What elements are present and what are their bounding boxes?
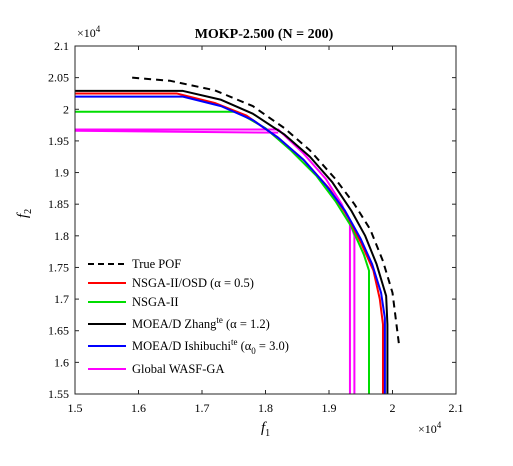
x-axis-label-main: f [261,420,267,436]
legend-label-moead-ishibuchi-main: MOEA/D Ishibuchi [132,339,231,353]
legend-item-global-wasf-ga: Global WASF-GA [88,362,224,376]
x-axis-label: f1 [261,420,270,439]
y-multiplier: ×104 [77,24,101,40]
y-tick-label: 1.7 [54,292,69,306]
y-tick-label: 1.9 [54,166,69,180]
y-tick-label: 1.8 [54,229,69,243]
legend-item-moead-ishibuchi: MOEA/D Ishibuchite (α0 = 3.0) [88,337,289,356]
y-tick-label: 2.05 [48,71,69,85]
legend-item-nsga-ii-osd: NSGA-II/OSD (α = 0.5) [88,276,254,290]
legend-label-true-pof: True POF [132,257,181,271]
x-axis-label-sub: 1 [265,428,270,439]
legend-label-moead-ishibuchi: MOEA/D Ishibuchite (α0 = 3.0) [132,337,289,356]
axes-box [74,45,457,395]
legend-label-moead-ishibuchi-sup: te [231,337,238,347]
legend: True POF NSGA-II/OSD (α = 0.5) NSGA-II M… [88,257,289,376]
y-tick-label: 1.55 [48,387,69,401]
plot-area [74,76,400,394]
x-tick-label: 1.5 [68,401,83,415]
legend-label-moead-ishibuchi-rest: (α [237,339,251,353]
x-tick-label: 1.6 [131,401,146,415]
legend-label-moead-zhang-main: MOEA/D Zhang [132,317,217,331]
legend-item-nsga-ii: NSGA-II [88,295,179,309]
chart-title: MOKP-2.500 (N = 200) [195,27,334,42]
x-multiplier: ×104 [418,420,442,436]
y-tick-label: 1.95 [48,134,69,148]
y-tick-label: 1.85 [48,197,69,211]
y-tick-label: 2 [63,102,69,116]
extra-segment-0 [74,129,279,134]
y-tick-label: 1.6 [54,355,69,369]
legend-label-moead-zhang-sup: te [216,315,223,325]
y-tick-label: 2.1 [54,39,69,53]
x-tick-label: 1.7 [195,401,210,415]
axis-ticks: 1.5 1.6 1.7 1.8 1.9 2 2.1 1.55 1.6 1.65 1.7 1.75 1.8… [48,39,464,415]
x-multiplier-base: ×10 [418,422,437,436]
legend-item-true-pof: True POF [88,257,181,271]
legend-label-moead-ishibuchi-sub: 0 [251,346,256,356]
svg-text:f1: f1 [261,420,270,439]
x-tick-label: 2.1 [449,401,464,415]
series-line-moea-d-ishibuchi [75,95,386,394]
y-multiplier-exp: 4 [96,24,101,34]
y-axis-label-sub: 2 [23,209,34,214]
legend-label-moead-zhang: MOEA/D Zhangte (α = 1.2) [132,315,270,331]
y-tick-label: 1.65 [48,324,69,338]
y-axis-label: f2 [15,209,34,218]
y-tick-label: 1.75 [48,260,69,274]
y-multiplier-base: ×10 [77,26,96,40]
svg-text:f2: f2 [15,209,34,218]
legend-label-moead-zhang-rest: (α = 1.2) [223,317,270,331]
x-tick-label: 1.8 [258,401,273,415]
svg-text:×104: ×104 [77,24,101,40]
legend-label-nsga-ii-osd: NSGA-II/OSD (α = 0.5) [132,276,254,290]
legend-label-global-wasf-ga: Global WASF-GA [132,362,224,376]
series-line-moea-d-zhang [75,89,389,394]
legend-item-moead-zhang: MOEA/D Zhangte (α = 1.2) [88,315,270,331]
series-line-true-pof [132,76,400,344]
legend-label-moead-ishibuchi-tail: = 3.0) [256,339,289,353]
legend-label-nsga-ii: NSGA-II [132,295,179,309]
x-tick-label: 1.9 [322,401,337,415]
y-axis-label-main: f [15,212,31,218]
svg-text:×104: ×104 [418,420,442,436]
x-multiplier-exp: 4 [437,420,442,430]
x-tick-label: 2 [390,401,396,415]
